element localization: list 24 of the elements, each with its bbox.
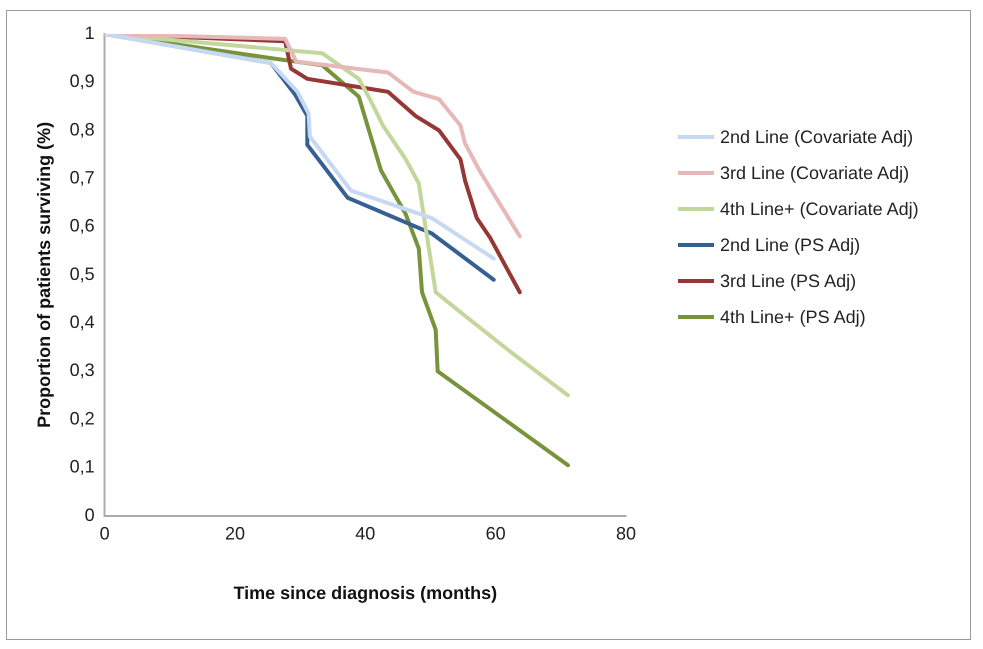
x-tick-label: 80 — [616, 524, 636, 544]
y-tick-label: 0,1 — [70, 456, 95, 477]
y-axis-title: Proportion of patients surviving (%) — [34, 122, 54, 428]
y-tick-label: 0,8 — [70, 119, 95, 140]
y-tick-label: 0,4 — [70, 312, 95, 332]
y-tick-label: 0,3 — [70, 360, 95, 380]
legend-label: 3rd Line (Covariate Adj) — [720, 162, 910, 185]
y-tick-label: 0,5 — [70, 264, 95, 284]
legend-label: 2nd Line (Covariate Adj) — [720, 126, 914, 149]
x-tick-label: 0 — [100, 524, 110, 544]
legend-label: 3rd Line (PS Adj) — [720, 270, 858, 293]
x-tick-label: 60 — [486, 524, 506, 544]
y-tick-label: 0,9 — [70, 71, 95, 92]
legend-label: 4th Line+ (Covariate Adj) — [720, 198, 920, 221]
y-tick-label: 0 — [84, 504, 95, 525]
x-tick-label: 40 — [355, 524, 376, 544]
x-axis-title: Time since diagnosis (months) — [233, 583, 498, 604]
y-tick-label: 0,2 — [70, 408, 95, 428]
y-tick-label: 0,7 — [70, 168, 95, 188]
y-tick-label: 1 — [84, 22, 95, 43]
y-tick-label: 0,6 — [70, 216, 95, 236]
legend-label: 2nd Line (PS Adj) — [720, 234, 862, 257]
x-tick-label: 20 — [224, 524, 245, 544]
legend-label: 4th Line+ (PS Adj) — [720, 306, 867, 329]
